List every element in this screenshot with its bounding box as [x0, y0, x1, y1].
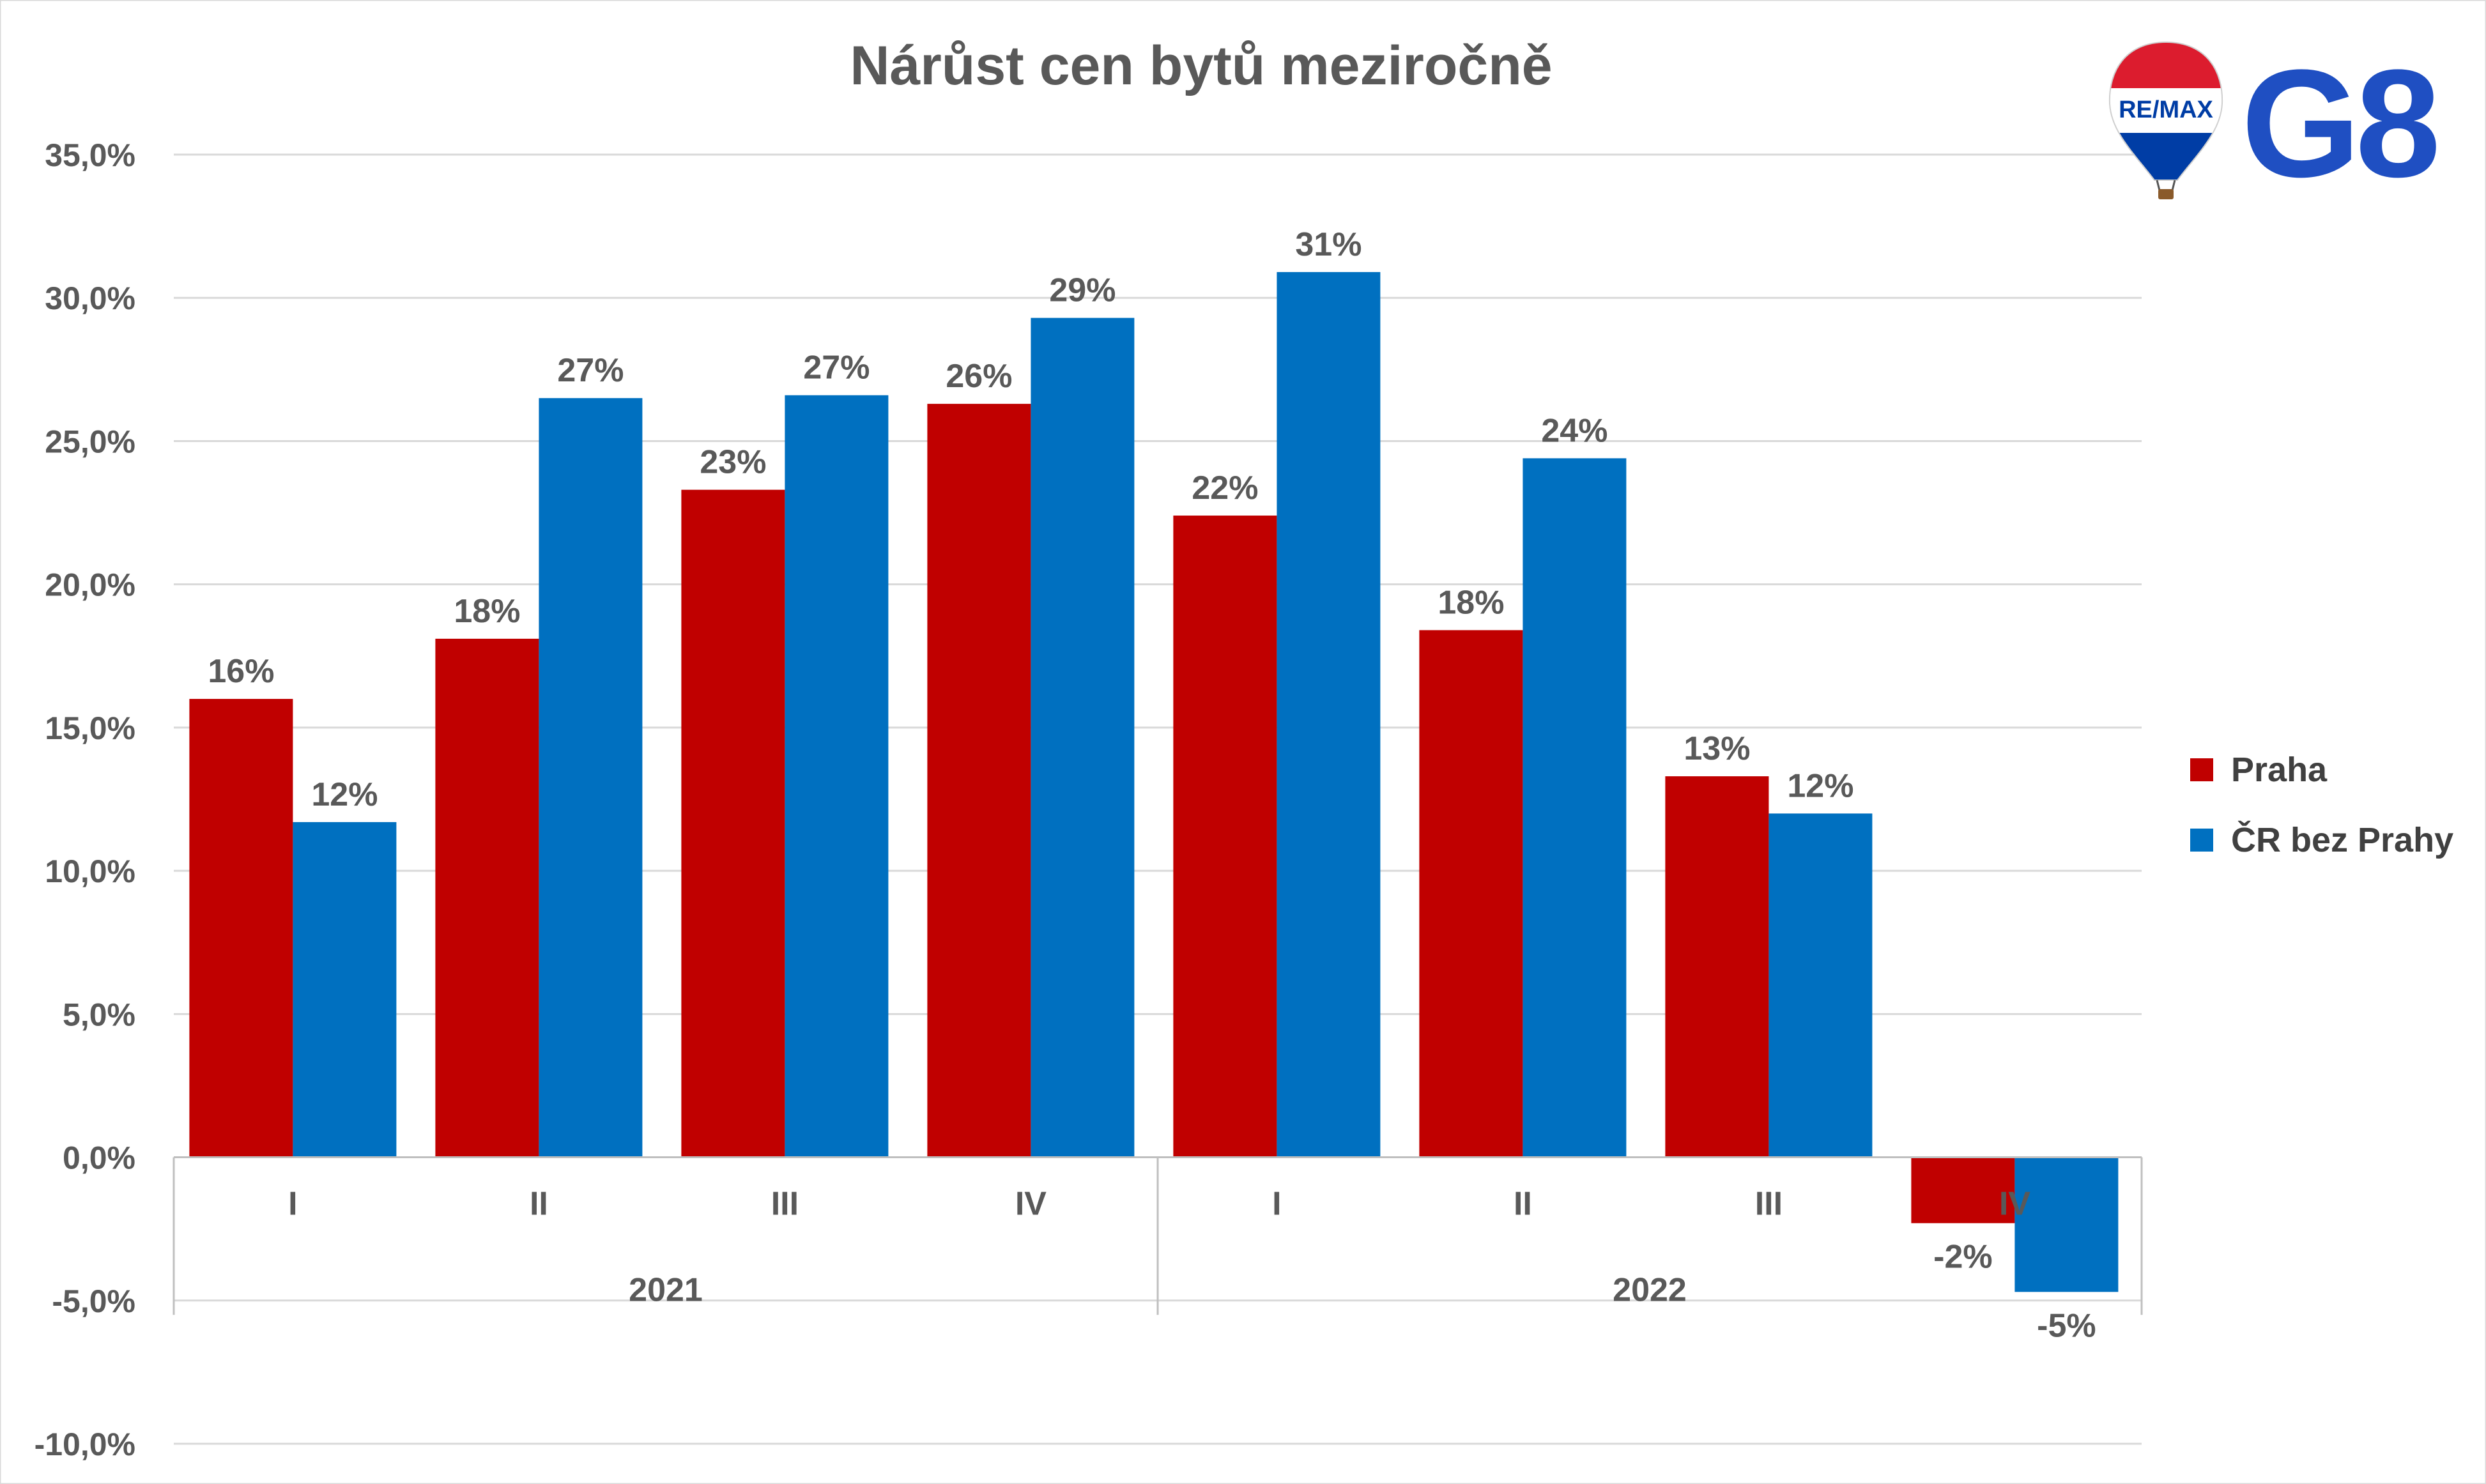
data-label-cr-bez-prahy: -5% [2037, 1307, 2096, 1344]
y-tick-label: 20,0% [45, 567, 135, 603]
bar-cr-bez-prahy [539, 398, 643, 1158]
chart-title: Nárůst cen bytů meziročně [850, 35, 1552, 96]
x-tick-label: IV [1999, 1186, 2030, 1223]
hot-air-balloon-icon [2108, 41, 2223, 199]
chart-legend: Praha ČR bez Prahy [2190, 735, 2453, 875]
axes: -10,0% -5,0% 0,0% 5,0% 10,0% 15,0% 20,0% 25,0% 3… [35, 137, 2143, 1462]
x-tick-label: I [1272, 1186, 1281, 1223]
legend-swatch-cr-bez-prahy [2190, 829, 2213, 852]
bar-cr-bez-prahy [2014, 1157, 2119, 1292]
remax-g8-logo: RE/MAX G8 [2102, 37, 2460, 209]
x-tick-label: IV [1015, 1186, 1047, 1223]
data-label-cr-bez-prahy: 12% [1787, 767, 1853, 804]
y-tick-label: 10,0% [45, 853, 135, 889]
bar-praha [681, 489, 785, 1158]
remax-wordmark: RE/MAX [2119, 96, 2213, 123]
x-tick-label: II [530, 1186, 548, 1223]
y-tick-label: 25,0% [45, 424, 135, 459]
g8-wordmark: G8 [2241, 38, 2437, 203]
bar-praha [1419, 630, 1523, 1158]
data-label-praha: 18% [1438, 584, 1504, 621]
y-tick-label: -5,0% [52, 1283, 135, 1319]
data-label-cr-bez-prahy: 12% [311, 776, 378, 813]
bar-praha [189, 699, 293, 1158]
data-label-cr-bez-prahy: 24% [1541, 412, 1607, 449]
y-tick-label: 30,0% [45, 280, 135, 316]
data-label-praha: 16% [208, 653, 274, 690]
legend-item-cr-bez-prahy: ČR bez Prahy [2190, 805, 2453, 875]
legend-label-praha: Praha [2231, 751, 2328, 789]
bar-cr-bez-prahy [293, 822, 397, 1158]
data-label-cr-bez-prahy: 31% [1295, 226, 1362, 263]
y-tick-label: 5,0% [63, 997, 135, 1032]
bar-cr-bez-prahy [1277, 272, 1381, 1158]
bar-cr-bez-prahy [1769, 813, 1873, 1158]
y-tick-label: 35,0% [45, 137, 135, 173]
data-label-cr-bez-prahy: 27% [803, 349, 870, 386]
x-tick-label: II [1514, 1186, 1532, 1223]
y-tick-label: 15,0% [45, 710, 135, 746]
legend-swatch-praha [2190, 758, 2213, 781]
legend-item-praha: Praha [2190, 735, 2453, 805]
data-label-praha: 23% [700, 444, 766, 481]
x-tick-label: III [1755, 1186, 1783, 1223]
bar-cr-bez-prahy [1031, 317, 1135, 1158]
bar-praha [1173, 516, 1277, 1158]
data-label-praha: 13% [1684, 730, 1750, 767]
bars [189, 272, 2119, 1292]
data-label-praha: 26% [946, 358, 1012, 395]
y-tick-label: -10,0% [35, 1427, 135, 1462]
bar-cr-bez-prahy [785, 395, 889, 1158]
x-tick-label: III [771, 1186, 799, 1223]
data-label-praha: 22% [1192, 470, 1258, 507]
x-group-label: 2022 [1613, 1272, 1687, 1309]
bar-praha [927, 404, 1031, 1158]
data-label-praha: -2% [1933, 1239, 1992, 1276]
data-label-cr-bez-prahy: 29% [1049, 272, 1116, 309]
legend-label-cr-bez-prahy: ČR bez Prahy [2231, 821, 2454, 859]
data-label-cr-bez-prahy: 27% [557, 352, 624, 389]
x-group-label: 2021 [629, 1272, 703, 1309]
bar-praha [1911, 1157, 2015, 1223]
data-labels: 16% 12% 18% 27% 23% 27% 26% 29% 22% 31% 18% 24% 13% 1… [208, 226, 2096, 1344]
data-label-praha: 18% [454, 593, 520, 630]
x-tick-label: I [288, 1186, 297, 1223]
y-tick-label: 0,0% [63, 1140, 135, 1176]
bar-praha [1665, 776, 1769, 1158]
bar-praha [435, 638, 539, 1158]
bar-cr-bez-prahy [1523, 458, 1627, 1158]
